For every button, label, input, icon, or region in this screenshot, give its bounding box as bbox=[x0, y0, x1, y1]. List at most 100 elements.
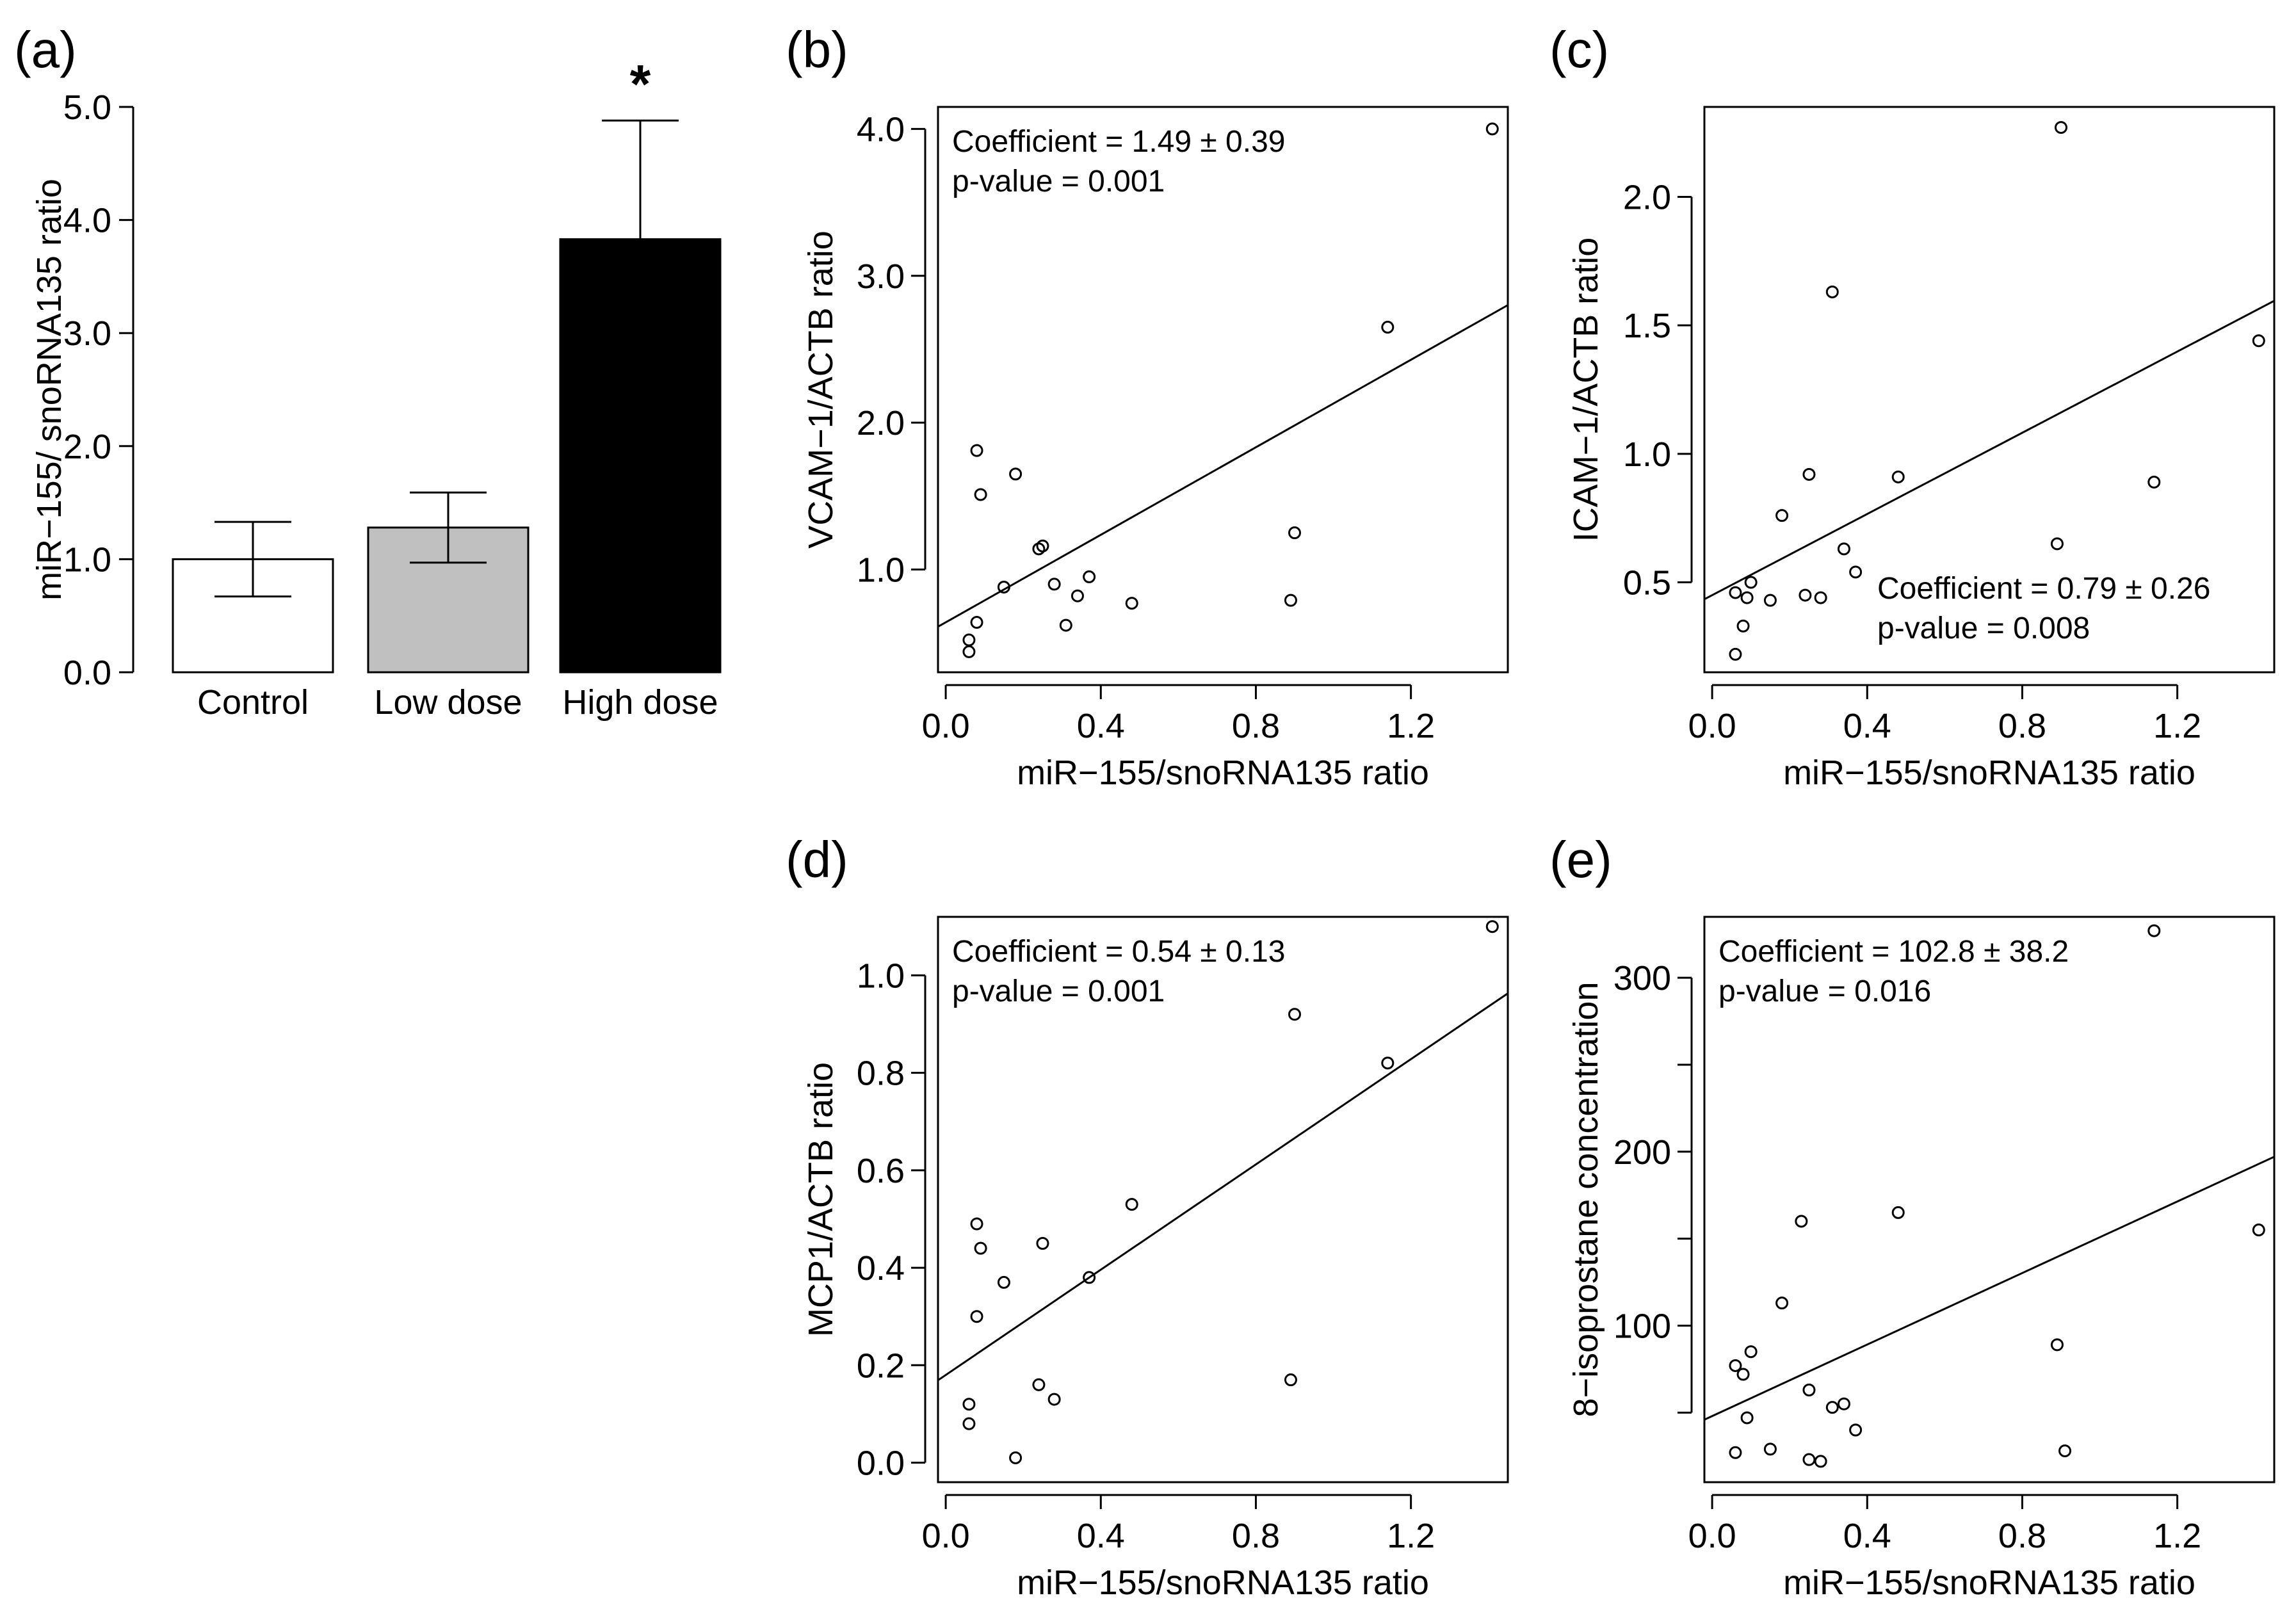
data-point bbox=[1891, 470, 1905, 483]
data-point bbox=[970, 1217, 983, 1231]
data-point bbox=[970, 444, 983, 457]
panel-label: (a) bbox=[14, 21, 77, 78]
x-tick-label: 0.8 bbox=[1232, 707, 1280, 745]
data-point bbox=[1802, 1384, 1816, 1397]
data-point bbox=[1288, 526, 1302, 540]
y-tick-label: 0.0 bbox=[857, 1444, 905, 1483]
data-point bbox=[1744, 1345, 1758, 1359]
data-point bbox=[974, 488, 987, 501]
data-point bbox=[962, 1398, 976, 1411]
x-tick-label: Low dose bbox=[374, 683, 522, 722]
y-tick-label: 3.0 bbox=[857, 257, 905, 296]
data-point bbox=[962, 645, 976, 658]
x-tick-label: 0.0 bbox=[1688, 1517, 1736, 1555]
data-point bbox=[1814, 1455, 1827, 1468]
y-tick-label: 4.0 bbox=[857, 110, 905, 149]
data-point bbox=[1849, 565, 1863, 579]
data-point bbox=[1083, 570, 1096, 583]
x-tick-label: Control bbox=[197, 683, 309, 722]
data-point bbox=[962, 1417, 976, 1430]
panel-label: (d) bbox=[786, 831, 848, 888]
data-point bbox=[1485, 920, 1499, 933]
p-value-annotation: p-value = 0.008 bbox=[1877, 611, 2090, 645]
data-point bbox=[1485, 122, 1499, 136]
y-tick-label: 1.0 bbox=[1623, 435, 1671, 474]
coefficient-annotation: Coefficient = 102.8 ± 38.2 bbox=[1718, 935, 2069, 969]
y-tick-label: 100 bbox=[1613, 1307, 1671, 1345]
y-tick-label: 2.0 bbox=[1623, 178, 1671, 216]
data-point bbox=[1288, 1008, 1302, 1021]
data-point bbox=[1059, 618, 1072, 632]
data-point bbox=[974, 1241, 987, 1255]
data-point bbox=[1740, 591, 1754, 604]
x-tick-label: 1.2 bbox=[2153, 707, 2201, 745]
coefficient-annotation: Coefficient = 0.54 ± 0.13 bbox=[952, 935, 1285, 969]
coefficient-annotation: Coefficient = 0.79 ± 0.26 bbox=[1877, 572, 2210, 606]
data-point bbox=[1849, 1423, 1863, 1437]
data-point bbox=[1802, 467, 1816, 481]
x-tick-label: 0.0 bbox=[1688, 707, 1736, 745]
data-point bbox=[2147, 924, 2161, 937]
data-point bbox=[1837, 542, 1850, 556]
data-point bbox=[1891, 1206, 1905, 1219]
data-point bbox=[1381, 1056, 1395, 1070]
x-tick-label: 0.4 bbox=[1077, 707, 1125, 745]
x-axis-title: miR−155/snoRNA135 ratio bbox=[1017, 754, 1429, 792]
y-tick-label: 0.2 bbox=[857, 1346, 905, 1385]
panel-label: (e) bbox=[1549, 831, 1612, 888]
panel-e-scatter-plot: (e) 0.0 0.4 0.8 1.2 100 200 300 miR−155/snoRNA13… bbox=[1549, 831, 2276, 1602]
y-tick-label: 1.5 bbox=[1623, 307, 1671, 345]
plot-frame bbox=[1703, 106, 2276, 674]
panel-label: (c) bbox=[1549, 21, 1609, 78]
x-tick-label: 1.2 bbox=[1387, 707, 1435, 745]
panel-c-scatter-plot: (c) 0.0 0.4 0.8 1.2 0.5 1.0 1.5 2.0 miR−155/snoRN… bbox=[1549, 21, 2276, 792]
y-tick-label: 0.0 bbox=[63, 654, 111, 692]
data-point bbox=[970, 1310, 983, 1323]
panel-b-scatter-plot: (b) 0.0 0.4 0.8 1.2 1.0 2.0 3.0 4.0 miR−155/snoRN… bbox=[786, 21, 1509, 792]
data-point bbox=[1825, 1401, 1839, 1414]
data-point bbox=[1047, 578, 1061, 591]
y-tick-label: 3.0 bbox=[63, 314, 111, 353]
y-tick-label: 5.0 bbox=[63, 88, 111, 127]
significance-star: * bbox=[630, 54, 651, 114]
x-tick-label: 0.0 bbox=[922, 707, 970, 745]
panel-label: (b) bbox=[786, 21, 848, 78]
y-tick-label: 0.6 bbox=[857, 1152, 905, 1190]
x-tick-label: 0.8 bbox=[1998, 1517, 2046, 1555]
data-point bbox=[1729, 1359, 1742, 1372]
plot-frame bbox=[937, 106, 1509, 674]
data-point bbox=[1125, 1198, 1138, 1211]
x-tick-label: 1.2 bbox=[2153, 1517, 2201, 1555]
data-point bbox=[1381, 321, 1395, 334]
y-axis-title: 8−isoprostane concentration bbox=[1567, 982, 1605, 1418]
regression-line bbox=[938, 304, 1508, 628]
y-tick-label: 0.4 bbox=[857, 1249, 905, 1288]
y-tick-label: 200 bbox=[1613, 1133, 1671, 1172]
data-point bbox=[1284, 1373, 1297, 1387]
y-axis-title: ICAM−1/ACTB ratio bbox=[1567, 238, 1605, 542]
y-tick-label: 0.8 bbox=[857, 1054, 905, 1093]
data-point bbox=[1763, 594, 1777, 607]
x-tick-label: 0.8 bbox=[1232, 1517, 1280, 1555]
x-axis-title: miR−155/snoRNA135 ratio bbox=[1783, 1563, 2195, 1602]
data-point bbox=[962, 633, 976, 647]
data-point bbox=[1795, 1215, 1808, 1228]
p-value-annotation: p-value = 0.016 bbox=[1718, 974, 1931, 1008]
x-tick-label: 0.4 bbox=[1843, 1517, 1891, 1555]
y-tick-label: 1.0 bbox=[857, 957, 905, 995]
data-point bbox=[997, 580, 1010, 594]
data-point bbox=[1009, 1451, 1023, 1464]
x-tick-label: 0.8 bbox=[1998, 707, 2046, 745]
data-point bbox=[2050, 537, 2064, 551]
x-axis-title: miR−155/snoRNA135 ratio bbox=[1783, 754, 2195, 792]
data-point bbox=[1729, 1446, 1742, 1459]
data-point bbox=[1071, 589, 1084, 602]
panel-d-scatter-plot: (d) 0.0 0.4 0.8 1.2 0.0 0.2 0.4 0.6 0.8 1.0 miR−155… bbox=[786, 831, 1509, 1602]
coefficient-annotation: Coefficient = 1.49 ± 0.39 bbox=[952, 125, 1285, 159]
y-tick-label: 300 bbox=[1613, 959, 1671, 998]
data-point bbox=[997, 1275, 1010, 1289]
data-point bbox=[1814, 591, 1827, 604]
y-tick-label: 2.0 bbox=[63, 428, 111, 466]
data-point bbox=[970, 616, 983, 629]
data-point bbox=[1009, 467, 1023, 481]
